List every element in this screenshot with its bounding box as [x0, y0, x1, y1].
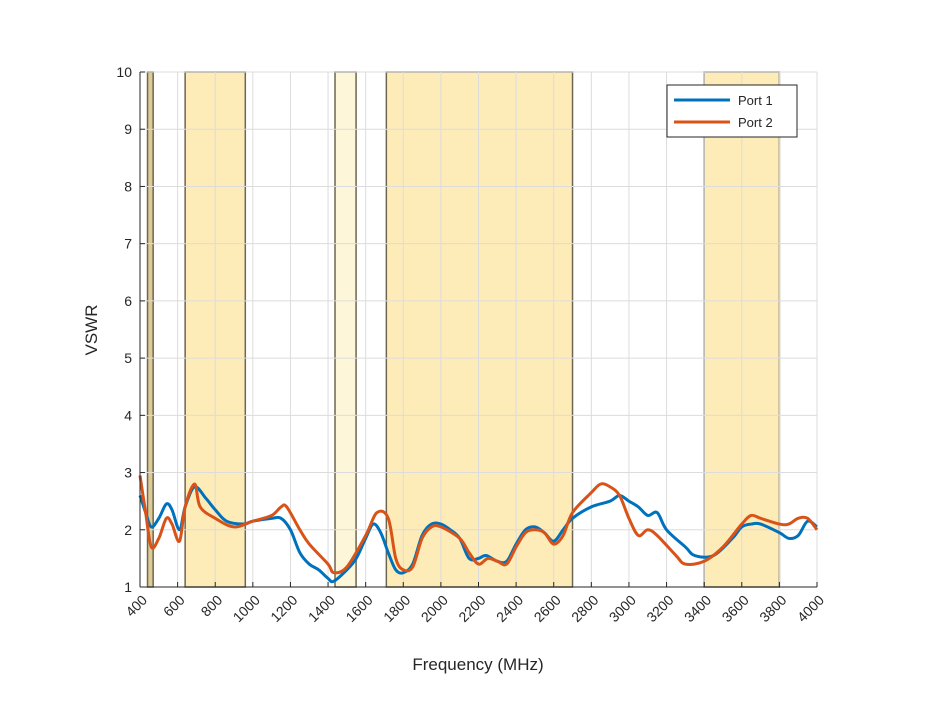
x-tick-label: 2800	[568, 592, 601, 625]
highlight-band	[385, 71, 574, 588]
x-tick-label: 2000	[418, 592, 451, 625]
highlight-band	[334, 71, 357, 588]
legend: Port 1 Port 2	[666, 84, 798, 138]
y-tick-label: 1	[124, 579, 132, 595]
x-tick-label: 2600	[530, 592, 563, 625]
legend-label: Port 1	[738, 93, 773, 108]
x-tick-label: 1200	[267, 592, 300, 625]
x-tick-label: 1600	[342, 592, 375, 625]
y-tick-label: 3	[124, 465, 132, 481]
x-tick-label: 800	[198, 592, 226, 620]
x-tick-label: 1800	[380, 592, 413, 625]
x-axis-label: Frequency (MHz)	[412, 655, 543, 674]
y-tick-label: 6	[124, 293, 132, 309]
x-tick-label: 3400	[681, 592, 714, 625]
y-tick-label: 8	[124, 178, 132, 194]
y-tick-label: 9	[124, 121, 132, 137]
x-tick-label: 3800	[756, 592, 789, 625]
x-tick-label: 3200	[643, 592, 676, 625]
x-tick-label: 600	[160, 592, 188, 620]
x-tick-label: 1400	[305, 592, 338, 625]
legend-label: Port 2	[738, 115, 773, 130]
y-tick-label: 10	[116, 64, 132, 80]
x-tick-label: 4000	[794, 592, 827, 625]
y-tick-label: 7	[124, 236, 132, 252]
y-tick-label: 4	[124, 407, 132, 423]
y-tick-label: 5	[124, 350, 132, 366]
highlight-band	[146, 71, 154, 588]
legend-box	[666, 84, 798, 138]
x-tick-label: 400	[122, 592, 150, 620]
x-tick-label: 1000	[230, 592, 263, 625]
series-line-port-1	[138, 485, 818, 584]
y-axis-label: VSWR	[82, 305, 101, 356]
x-tick-label: 2400	[493, 592, 526, 625]
y-tick-label: 2	[124, 522, 132, 538]
x-tick-label: 2200	[455, 592, 488, 625]
x-tick-label: 3600	[719, 592, 752, 625]
x-tick-label: 3000	[606, 592, 639, 625]
series-line-port-2	[138, 475, 819, 575]
